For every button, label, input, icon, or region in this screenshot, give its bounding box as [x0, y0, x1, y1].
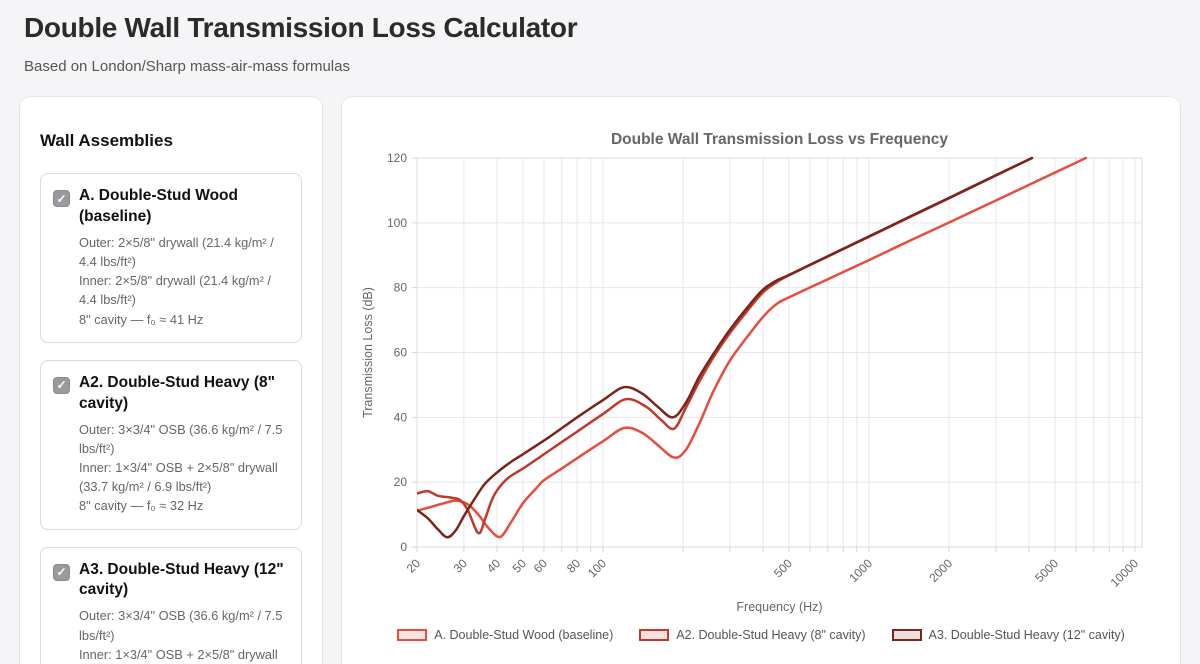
- y-tick-label: 20: [394, 475, 408, 489]
- assembly-list: ✓ A. Double-Stud Wood (baseline) Outer: 2×…: [40, 173, 302, 664]
- assembly-specs: Outer: 3×3/4" OSB (36.6 kg/m² / 7.5 lbs/…: [79, 420, 288, 516]
- assembly-title: A. Double-Stud Wood (baseline): [79, 187, 238, 225]
- x-tick-label: 100: [585, 556, 609, 580]
- x-tick-label: 5000: [1032, 556, 1061, 585]
- x-tick-label: 50: [510, 556, 530, 576]
- chart-panel: Double Wall Transmission Loss vs Frequen…: [342, 97, 1180, 664]
- tl-curve-A2: [417, 156, 1034, 535]
- assembly-checkbox-A2[interactable]: ✓: [53, 376, 70, 394]
- legend-item-A2[interactable]: A2. Double-Stud Heavy (8" cavity): [639, 628, 866, 642]
- assembly-spec-line: Outer: 3×3/4" OSB (36.6 kg/m² / 7.5 lbs/…: [79, 608, 283, 643]
- tl-curve-A3: [417, 156, 1034, 539]
- x-tick-label: 80: [564, 556, 584, 576]
- x-tick-label: 10000: [1108, 556, 1142, 590]
- legend-swatch: [639, 629, 670, 641]
- y-tick-label: 120: [387, 151, 407, 165]
- wall-assemblies-heading: Wall Assemblies: [40, 131, 173, 150]
- y-tick-label: 80: [394, 281, 408, 295]
- assembly-spec-line: 8" cavity — f₀ ≈ 32 Hz: [79, 498, 204, 514]
- assembly-spec-line: Outer: 3×3/4" OSB (36.6 kg/m² / 7.5 lbs/…: [79, 421, 283, 456]
- assembly-card-A[interactable]: ✓ A. Double-Stud Wood (baseline) Outer: 2×…: [40, 173, 302, 343]
- assembly-spec-line: 8" cavity — f₀ ≈ 41 Hz: [79, 311, 204, 327]
- x-tick-label: 1000: [846, 556, 875, 585]
- plot-border: [416, 157, 1143, 548]
- assembly-title: A3. Double-Stud Heavy (12" cavity): [79, 560, 284, 599]
- legend-label: A3. Double-Stud Heavy (12" cavity): [928, 628, 1125, 642]
- y-tick-label: 100: [387, 216, 407, 230]
- page-subtitle: Based on London/Sharp mass-air-mass form…: [24, 58, 350, 75]
- assembly-checkbox-A[interactable]: ✓: [53, 190, 70, 207]
- wall-assemblies-panel: Wall Assemblies ✓ A. Double-Stud Wood (ba…: [20, 97, 322, 664]
- page-header: Double Wall Transmission Loss Calculator…: [0, 0, 1200, 75]
- assembly-specs: Outer: 3×3/4" OSB (36.6 kg/m² / 7.5 lbs/…: [79, 606, 288, 664]
- x-tick-label: 500: [771, 556, 795, 580]
- y-axis-title: Transmission Loss (dB): [361, 287, 375, 418]
- legend-swatch: [891, 629, 922, 641]
- legend-item-A3[interactable]: A3. Double-Stud Heavy (12" cavity): [891, 628, 1125, 642]
- assembly-card-content: A3. Double-Stud Heavy (12" cavity) Outer:…: [79, 560, 288, 664]
- legend-swatch: [397, 629, 428, 641]
- assembly-title: A2. Double-Stud Heavy (8" cavity): [79, 373, 275, 412]
- assembly-specs: Outer: 2×5/8" drywall (21.4 kg/m² / 4.4 …: [79, 233, 288, 329]
- page-title: Double Wall Transmission Loss Calculator: [24, 12, 578, 43]
- assembly-spec-line: Inner: 1×3/4" OSB + 2×5/8" drywall (33.7…: [79, 460, 278, 495]
- main-content: Wall Assemblies ✓ A. Double-Stud Wood (ba…: [0, 97, 1200, 664]
- x-tick-label: 2000: [926, 556, 955, 585]
- assembly-card-A2[interactable]: ✓ A2. Double-Stud Heavy (8" cavity) Outer:…: [40, 359, 302, 530]
- legend-label: A2. Double-Stud Heavy (8" cavity): [676, 628, 866, 642]
- assembly-card-content: A2. Double-Stud Heavy (8" cavity) Outer: …: [79, 373, 288, 516]
- legend-label: A. Double-Stud Wood (baseline): [434, 628, 614, 642]
- tl-curve-A: [417, 156, 1088, 539]
- assembly-checkbox-A3[interactable]: ✓: [53, 563, 70, 581]
- x-tick-label: 60: [531, 556, 551, 576]
- y-tick-label: 40: [394, 410, 408, 424]
- legend-item-A[interactable]: A. Double-Stud Wood (baseline): [397, 628, 613, 642]
- y-tick-label: 0: [400, 540, 407, 554]
- assembly-card-content: A. Double-Stud Wood (baseline) Outer: 2×5…: [79, 186, 288, 329]
- assembly-spec-line: Inner: 1×3/4" OSB + 2×5/8" drywall (33.7…: [79, 646, 278, 662]
- chart-title: Double Wall Transmission Loss vs Frequen…: [611, 131, 948, 148]
- x-axis-title: Frequency (Hz): [736, 600, 822, 614]
- assembly-spec-line: Inner: 2×5/8" drywall (21.4 kg/m² / 4.4 …: [79, 273, 271, 308]
- x-tick-label: 40: [484, 556, 504, 576]
- assembly-card-A3[interactable]: ✓ A3. Double-Stud Heavy (12" cavity) Outer…: [40, 546, 302, 664]
- transmission-loss-chart: Double Wall Transmission Loss vs Frequen…: [361, 131, 1143, 614]
- x-tick-label: 20: [404, 556, 424, 576]
- chart-legend: A. Double-Stud Wood (baseline) A2. Double…: [342, 628, 1180, 642]
- y-tick-label: 60: [394, 346, 408, 360]
- assembly-spec-line: Outer: 2×5/8" drywall (21.4 kg/m² / 4.4 …: [79, 234, 274, 270]
- x-tick-label: 30: [451, 556, 471, 576]
